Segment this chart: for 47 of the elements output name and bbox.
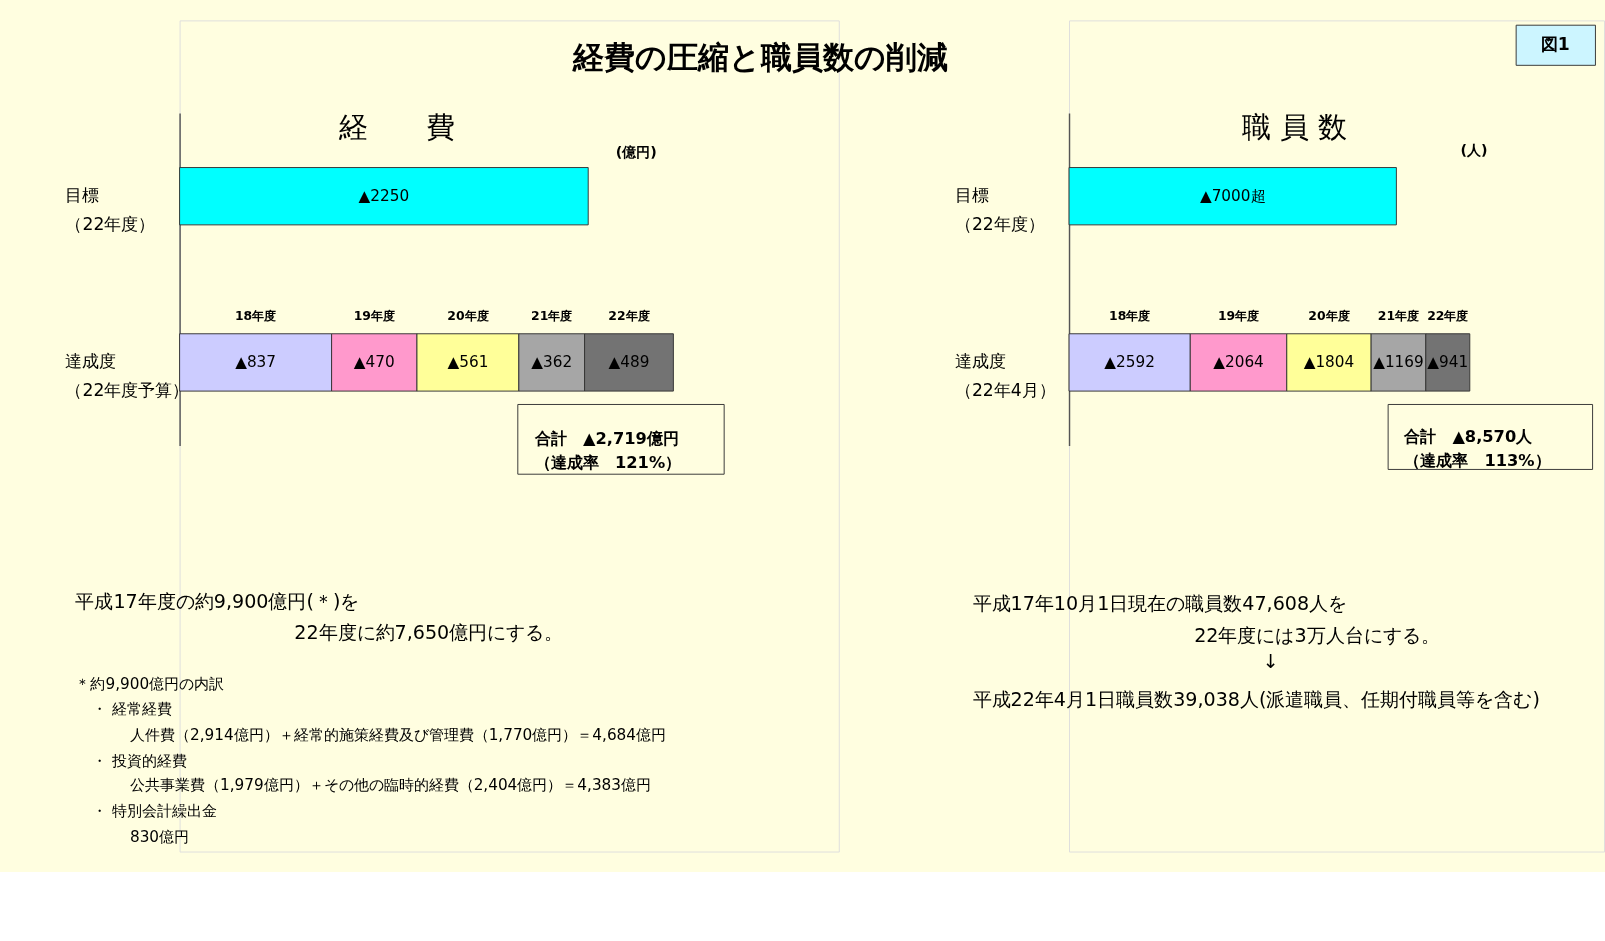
text: ・ 特別会計繰出金	[91, 802, 217, 821]
annotation: 合計 ▲2,719億円（達成率 121%）	[534, 428, 682, 472]
text: 人件費（2,914億円）＋経常的施策経費及び管理費（1,770億円）＝4,684億円	[129, 725, 667, 744]
chart-title: 経 費	[338, 109, 456, 144]
text: ・ 投資的経費	[91, 751, 187, 770]
series-label: 18年度	[234, 308, 277, 324]
data-label: ▲561	[447, 353, 489, 372]
data-label: ▲941	[1427, 353, 1469, 372]
caption: 図1	[1540, 34, 1570, 55]
text: 平成17年10月1日現在の職員数47,608人を	[972, 591, 1348, 615]
y-tick-label: 目標（22年度）	[954, 184, 1045, 234]
annotation: (億円)	[615, 144, 657, 161]
chart-title: 職 員 数	[1241, 109, 1348, 144]
text: 平成17年度の約9,900億円(＊)を	[75, 589, 360, 613]
text: 830億円	[129, 828, 190, 847]
data-label: ▲837	[235, 353, 277, 372]
series-label: 19年度	[353, 308, 395, 324]
data-label: ▲7000超	[1199, 186, 1266, 205]
data-label: ▲1804	[1303, 353, 1355, 372]
text: 公共事業費（1,979億円）＋その他の臨時的経費（2,404億円）＝4,383億円	[129, 776, 652, 795]
y-tick-label: 達成度（22年度予算）	[65, 351, 190, 400]
series-label: 19年度	[1217, 308, 1260, 324]
text: ・ 経常経費	[91, 700, 172, 719]
data-label: ▲2064	[1213, 353, 1264, 372]
text: ＊約9,900億円の内訳	[75, 675, 225, 694]
data-label: ▲2250	[358, 186, 410, 205]
text: ↓	[1262, 650, 1279, 674]
annotation: 合計 ▲8,570人（達成率 113%）	[1403, 426, 1551, 471]
data-label: ▲2592	[1104, 353, 1155, 372]
series-label: 20年度	[1308, 308, 1350, 324]
data-label: ▲470	[353, 353, 395, 372]
series-label: 20年度	[447, 308, 489, 324]
text: 22年度には3万人台にする。	[1194, 624, 1440, 648]
series-label: 18年度	[1109, 308, 1151, 324]
data-label: ▲489	[608, 353, 650, 372]
text: 経費の圧縮と職員数の削減	[571, 40, 948, 76]
y-tick-label: 達成度（22年4月）	[954, 351, 1056, 400]
data-label: ▲362	[531, 353, 573, 372]
text: 平成22年4月1日職員数39,038人(派遣職員、任期付職員等を含む)	[972, 688, 1540, 712]
y-tick-label: 目標（22年度）	[65, 184, 156, 234]
series-label: 22年度	[608, 308, 650, 324]
annotation: (人)	[1460, 142, 1488, 159]
series-label: 22年度	[1427, 308, 1469, 324]
data-label: ▲1169	[1373, 353, 1424, 372]
series-label: 21年度	[1377, 308, 1420, 324]
series-label: 21年度	[531, 308, 573, 324]
text: 22年度に約7,650億円にする。	[294, 620, 564, 644]
